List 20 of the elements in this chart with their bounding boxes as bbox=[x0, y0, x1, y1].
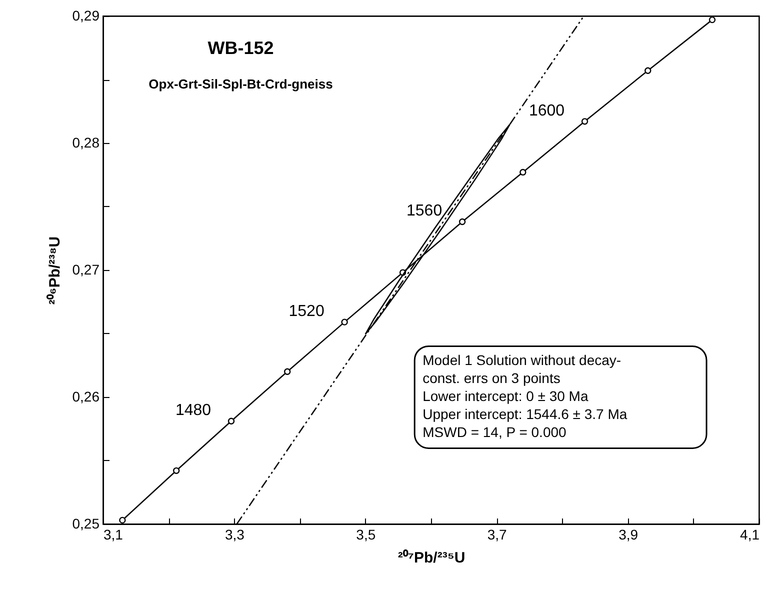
y-axis-title: ²⁰⁶Pb/²³⁸U bbox=[45, 236, 64, 305]
annotation: 1480 bbox=[175, 402, 212, 420]
x-tick-label: 3,1 bbox=[104, 526, 124, 542]
y-tick-label: 0,26 bbox=[72, 388, 100, 404]
y-tick-label: 0,29 bbox=[72, 8, 100, 24]
x-tick-label: 3,3 bbox=[224, 526, 245, 542]
x-tick-label: 3,5 bbox=[356, 526, 376, 542]
annotation: 1520 bbox=[288, 303, 324, 320]
x-tick-label: 4,1 bbox=[740, 526, 760, 542]
y-tick-label: 0,25 bbox=[72, 516, 100, 532]
y-tick-label: 0,27 bbox=[72, 262, 100, 278]
text: Opx-Grt-Sil-Spl-Bt-Crd-gneiss bbox=[148, 76, 333, 92]
annotation: 1560 bbox=[406, 202, 442, 220]
annotation: Model 1 Solution without decay- const. errs on 3 points Lower intercept: 0 ± 30 Ma Upper intercept: 1544.6 ± 3.7 Ma MSWD = 14, P = 0.000 bbox=[422, 352, 628, 440]
annotation: 1600 bbox=[528, 102, 565, 120]
x-tick-label: 3,9 bbox=[618, 526, 638, 542]
x-axis-title: ²⁰⁷Pb/²³⁵U bbox=[398, 548, 466, 566]
x-tick-label: 3,7 bbox=[487, 526, 508, 542]
y-tick-label: 0,28 bbox=[72, 134, 100, 150]
text: WB-152 bbox=[208, 38, 274, 58]
